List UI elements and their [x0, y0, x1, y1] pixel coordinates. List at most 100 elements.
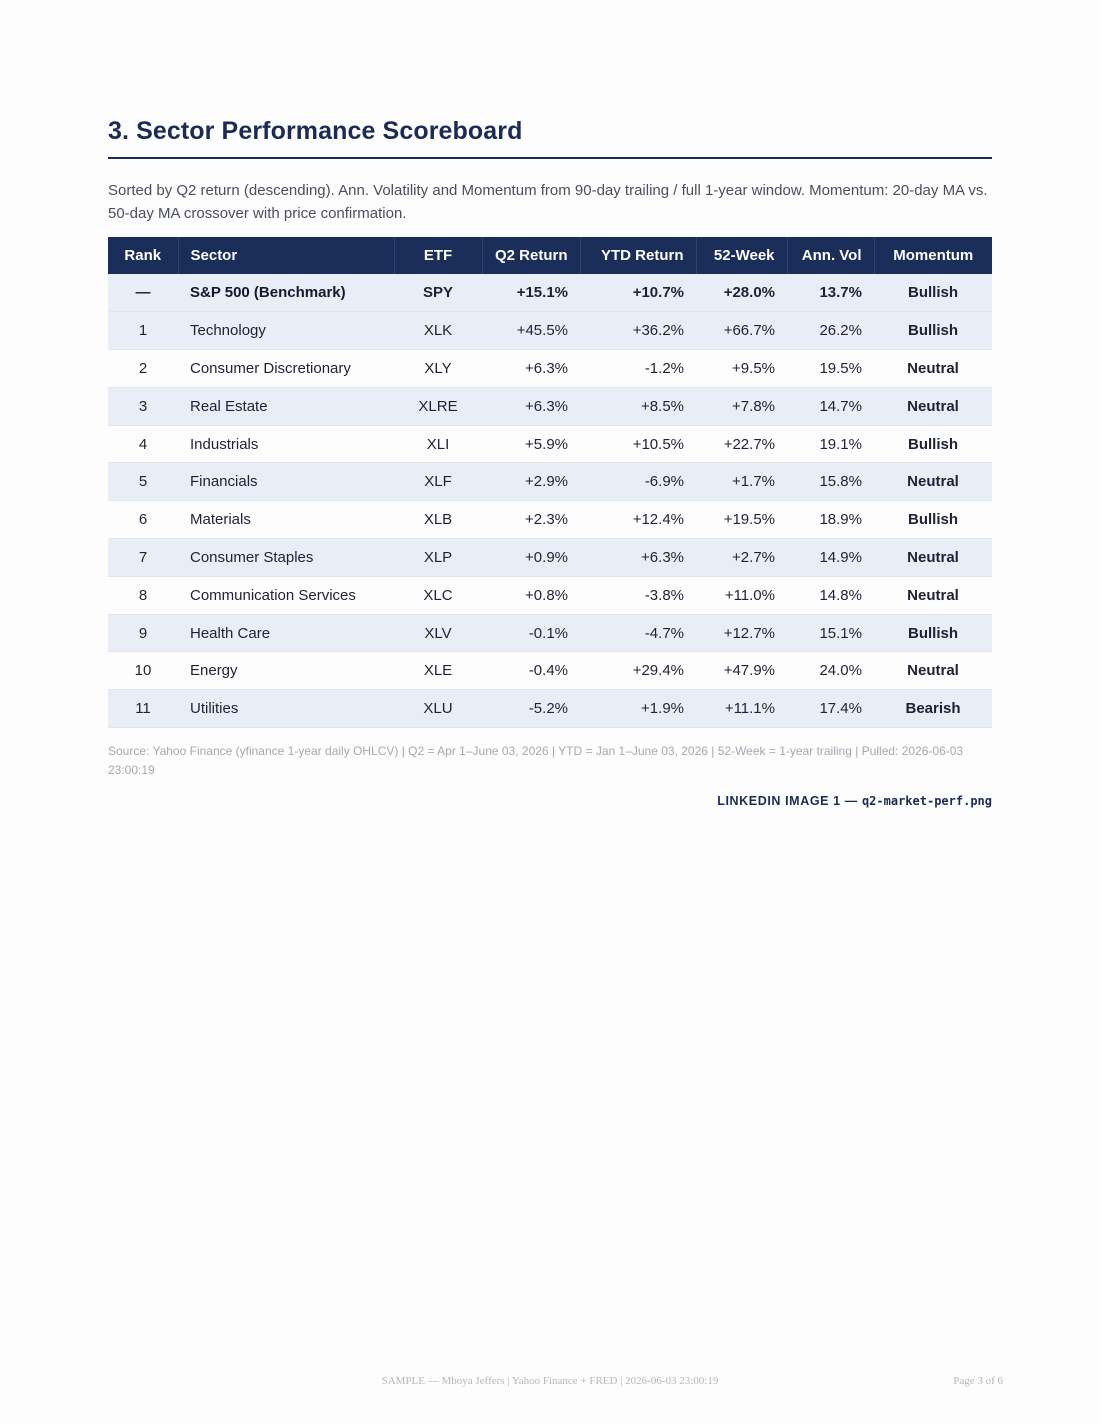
cell-week52: +9.5% [696, 349, 787, 388]
cell-vol: 15.8% [787, 462, 874, 502]
cell-momentum: Neutral [874, 349, 992, 388]
cell-momentum: Bearish [874, 689, 992, 729]
table-row: 2 Consumer Discretionary XLY +6.3% -1.2% +9.5… [108, 349, 992, 388]
cell-etf: XLK [394, 311, 482, 351]
cell-week52: +28.0% [696, 274, 787, 313]
cell-sector: Materials [178, 500, 394, 540]
cell-week52: +1.7% [696, 462, 787, 502]
table-body: — S&P 500 (Benchmark) SPY +15.1% +10.7% +28.0… [108, 274, 992, 729]
cell-q2: +0.9% [482, 538, 580, 577]
cell-q2: +2.9% [482, 462, 580, 502]
cell-etf: XLRE [394, 387, 482, 426]
cell-ytd: +10.5% [580, 425, 696, 464]
cell-week52: +2.7% [696, 538, 787, 577]
cell-rank: 3 [108, 387, 178, 426]
cell-etf: XLE [394, 651, 482, 691]
cell-ytd: -3.8% [580, 576, 696, 615]
cell-rank: 9 [108, 614, 178, 653]
cell-etf: XLP [394, 538, 482, 577]
caption-filename: q2-market-perf.png [861, 794, 992, 808]
source-note: Source: Yahoo Finance (yfinance 1-year d… [108, 744, 964, 777]
table-row: 5 Financials XLF +2.9% -6.9% +1.7% 15.8% Neutra… [108, 462, 992, 502]
cell-sector: Utilities [178, 689, 394, 729]
cell-week52: +22.7% [696, 425, 787, 464]
cell-ytd: +8.5% [580, 387, 696, 426]
cell-q2: +15.1% [482, 274, 580, 313]
cell-vol: 14.7% [787, 387, 874, 426]
table-row: 3 Real Estate XLRE +6.3% +8.5% +7.8% 14.7% Neut… [108, 387, 992, 426]
cell-sector: Consumer Discretionary [178, 349, 394, 388]
header-momentum: Momentum [874, 237, 992, 274]
header-ytd-return: YTD Return [580, 237, 697, 274]
cell-q2: +45.5% [482, 311, 580, 351]
cell-ytd: -4.7% [580, 614, 696, 653]
cell-rank: 2 [108, 349, 178, 388]
cell-momentum: Neutral [874, 538, 992, 577]
cell-vol: 13.7% [787, 274, 874, 313]
cell-vol: 19.5% [787, 349, 874, 388]
title-divider [108, 157, 992, 159]
cell-momentum: Neutral [874, 387, 992, 426]
table-row: 8 Communication Services XLC +0.8% -3.8% +11.… [108, 576, 992, 615]
cell-week52: +7.8% [696, 387, 787, 426]
cell-q2: +6.3% [482, 387, 580, 426]
image-caption: LINKEDIN IMAGE 1 — q2-market-perf.png [717, 794, 992, 808]
cell-vol: 14.9% [787, 538, 874, 577]
cell-week52: +12.7% [696, 614, 787, 653]
cell-ytd: +36.2% [580, 311, 696, 351]
cell-etf: XLB [394, 500, 482, 540]
cell-ytd: -1.2% [580, 349, 696, 388]
cell-momentum: Bullish [874, 311, 992, 351]
cell-momentum: Neutral [874, 651, 992, 691]
cell-sector: S&P 500 (Benchmark) [178, 274, 394, 313]
cell-momentum: Bullish [874, 274, 992, 313]
cell-vol: 14.8% [787, 576, 874, 615]
cell-week52: +11.1% [696, 689, 787, 729]
cell-vol: 15.1% [787, 614, 874, 653]
cell-momentum: Bullish [874, 500, 992, 540]
cell-rank: 11 [108, 689, 178, 729]
cell-momentum: Neutral [874, 462, 992, 502]
cell-etf: SPY [394, 274, 482, 313]
header-52-week: 52-Week [696, 237, 788, 274]
cell-week52: +47.9% [696, 651, 787, 691]
cell-sector: Industrials [178, 425, 394, 464]
cell-week52: +66.7% [696, 311, 787, 351]
table-row: 11 Utilities XLU -5.2% +1.9% +11.1% 17.4% Beari… [108, 689, 992, 729]
page-number: Page 3 of 6 [953, 1375, 1003, 1387]
cell-ytd: -6.9% [580, 462, 696, 502]
cell-week52: +11.0% [696, 576, 787, 615]
cell-ytd: +1.9% [580, 689, 696, 729]
cell-etf: XLI [394, 425, 482, 464]
cell-rank: 4 [108, 425, 178, 464]
sector-scoreboard-table: Rank Sector ETF Q2 Return YTD Return 52-… [108, 237, 992, 729]
benchmark-row: — S&P 500 (Benchmark) SPY +15.1% +10.7% +28.0… [108, 274, 992, 313]
cell-rank: — [108, 274, 178, 313]
cell-rank: 10 [108, 651, 178, 691]
cell-momentum: Neutral [874, 576, 992, 615]
cell-q2: -0.4% [482, 651, 580, 691]
section-description: Sorted by Q2 return (descending). Ann. V… [108, 182, 988, 222]
cell-q2: -0.1% [482, 614, 580, 653]
cell-momentum: Bullish [874, 614, 992, 653]
cell-etf: XLC [394, 576, 482, 615]
cell-ytd: +6.3% [580, 538, 696, 577]
table-row: 7 Consumer Staples XLP +0.9% +6.3% +2.7% 14.9%… [108, 538, 992, 577]
header-rank: Rank [108, 237, 179, 274]
table-row: 9 Health Care XLV -0.1% -4.7% +12.7% 15.1% Bull… [108, 614, 992, 653]
cell-q2: -5.2% [482, 689, 580, 729]
header-etf: ETF [394, 237, 483, 274]
cell-sector: Real Estate [178, 387, 394, 426]
cell-rank: 1 [108, 311, 178, 351]
caption-label: LINKEDIN IMAGE 1 — [717, 794, 862, 808]
cell-sector: Financials [178, 462, 394, 502]
cell-etf: XLF [394, 462, 482, 502]
cell-etf: XLV [394, 614, 482, 653]
header-sector: Sector [178, 237, 395, 274]
cell-vol: 17.4% [787, 689, 874, 729]
cell-week52: +19.5% [696, 500, 787, 540]
cell-rank: 7 [108, 538, 178, 577]
cell-q2: +0.8% [482, 576, 580, 615]
cell-sector: Health Care [178, 614, 394, 653]
header-ann-vol: Ann. Vol [787, 237, 875, 274]
